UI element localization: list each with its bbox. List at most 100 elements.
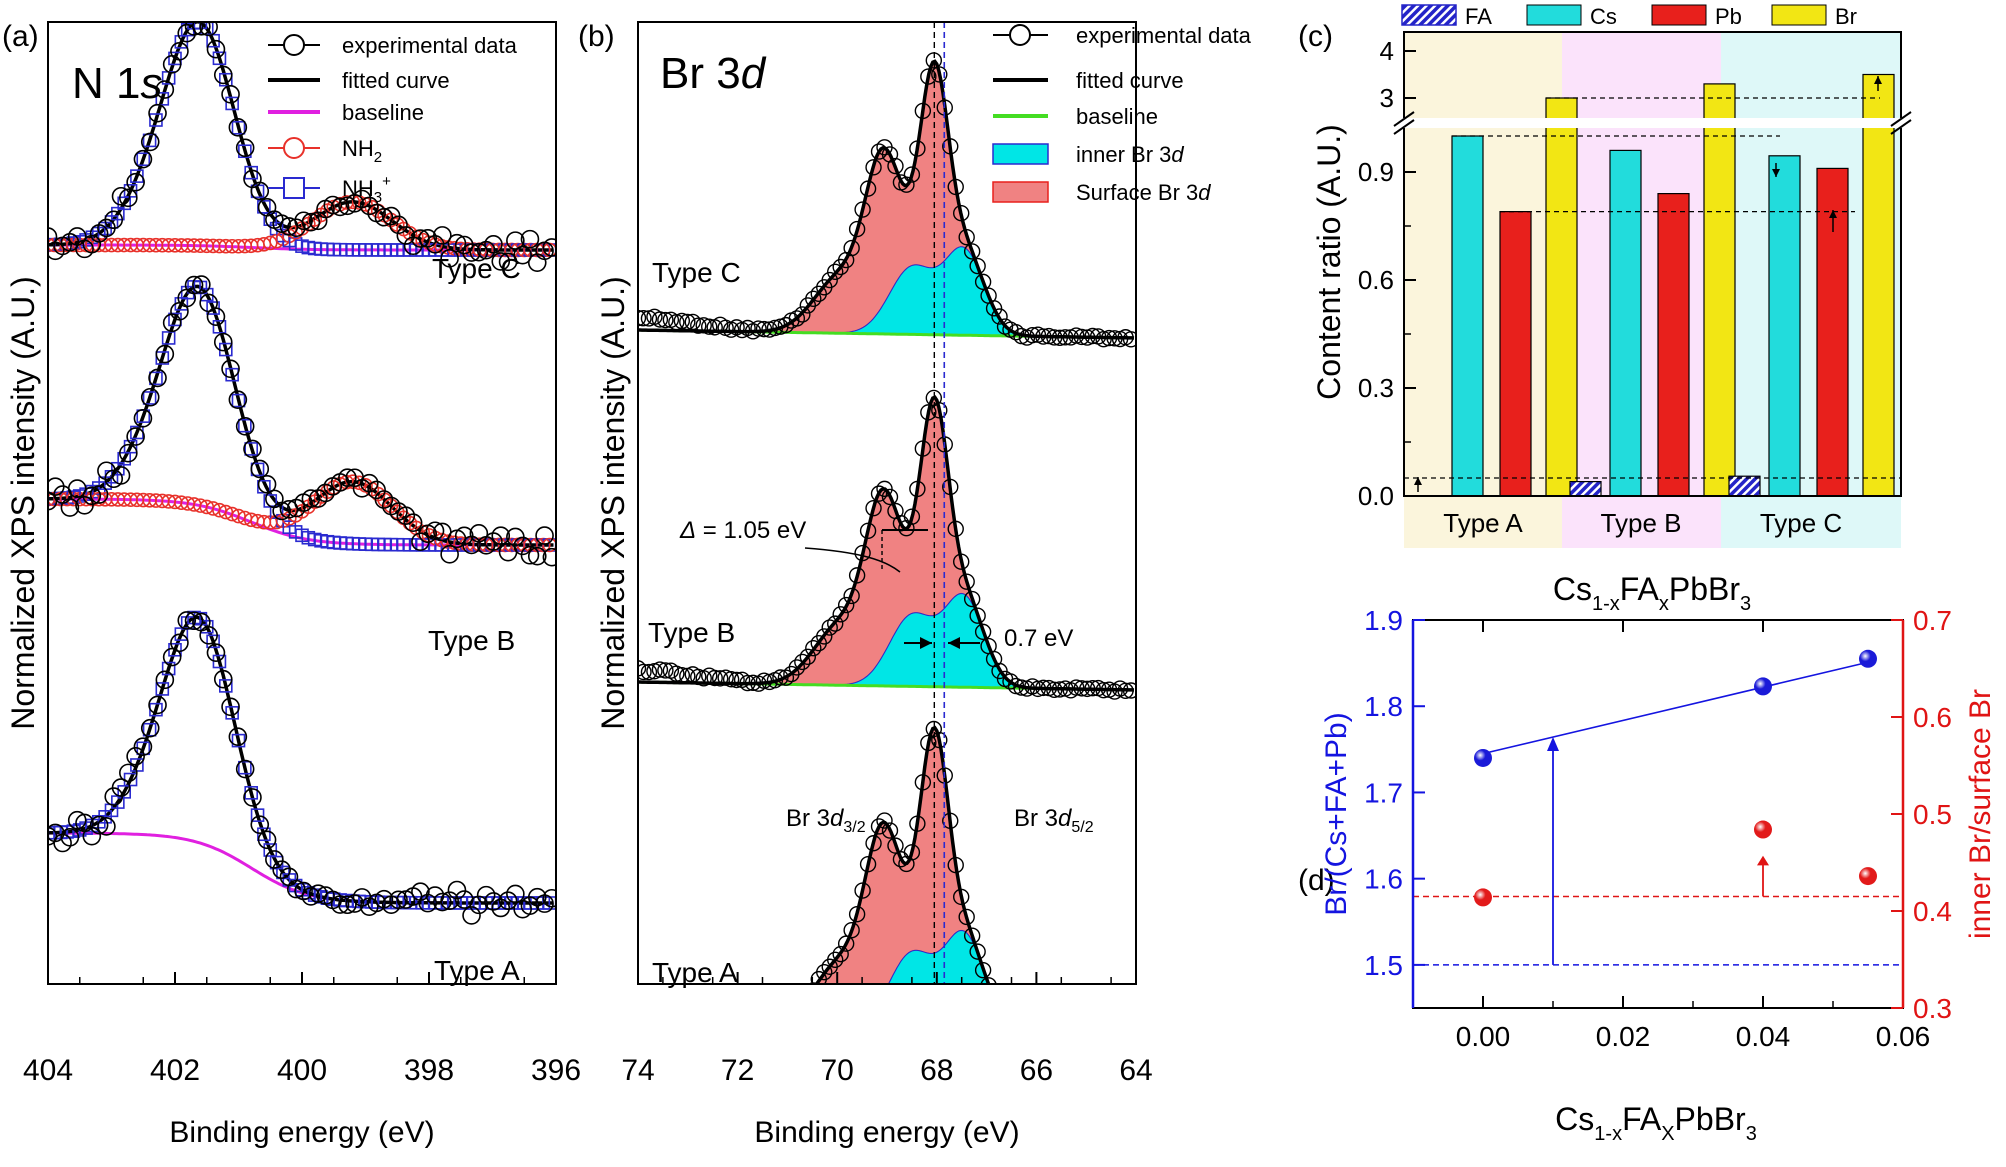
panel-b-exp-marker [881,822,899,839]
panel-c-bar-br-1 [1545,97,1578,497]
panel-a-exp-marker [213,65,233,85]
panel-b-exp-marker [728,671,745,689]
panel-d-xtick-label: 0.04 [1736,1021,1791,1052]
panel-a-nh3-marker [219,679,233,693]
legend-c-br-swatch [1771,4,1827,26]
panel-d-marks [1413,649,1903,966]
panel-a-exp-marker [199,22,218,37]
panel-b-exp-marker [651,311,669,328]
panel-a-nh3-marker [149,371,163,386]
panel-d-ytick-right-label: 0.3 [1913,993,1952,1024]
panel-b-exp-marker [1118,1023,1133,1038]
panel-a-exp-marker [440,545,459,564]
panel-c-ytick-label: 0.9 [1358,157,1394,187]
panel-a-title-text: N 1s [72,59,162,108]
panel-a-nh3-marker [257,827,271,842]
panel-b-xtick-label: 70 [821,1054,854,1087]
panel-b-xtick-label: 74 [621,1054,654,1087]
panel-a-exp-marker [104,210,124,230]
panel-a-exp-marker [170,633,189,653]
panel-b-exp-marker [805,639,822,657]
panel-b-exp-marker [914,102,932,120]
panel-b-exp-marker [735,1014,750,1029]
panel-b-exp-marker [909,140,926,157]
panel-b-exp-marker [987,989,1002,1004]
panel-a-exp-marker [206,643,226,662]
panel-a-exp-marker [228,727,248,747]
panel-a-exp-marker [396,506,416,526]
panel-b-exp-marker [1035,328,1052,345]
panel-a-nh3-marker [161,331,176,345]
panel-a-exp-marker [184,611,204,631]
panel-b-exp-marker [969,943,986,960]
panel-b: (b) Br 3d 74 72 70 68 66 64 Binding energy (e… [578,20,1252,1149]
panel-b-exp-marker [843,587,860,605]
panel-b-br52-label: Br 3d5/2 [1014,805,1094,836]
panel-a-nh3-marker [238,760,252,775]
panel-b-exp-marker [640,663,658,681]
panel-c-bar-br-3 [1862,73,1895,497]
panel-a-exp-marker [316,483,335,503]
panel-b-exp-marker [668,314,685,331]
panel-a-exp-marker [221,697,240,717]
panel-b-exp-marker [695,317,712,334]
panel-c-cat-type-c: Type C [1760,508,1842,538]
panel-a-exp-marker [294,211,313,231]
panel-a-exp-marker [542,238,556,257]
panel-b-exp-marker [702,1012,717,1027]
panel-b-exp-marker [722,671,740,688]
panel-a-exp-marker [462,243,481,262]
panel-a-fit-C [48,22,554,252]
panel-b-exp-marker [854,882,871,899]
panel-a-exp-marker [440,891,459,910]
panel-d-ytick-left-label: 1.6 [1364,864,1403,895]
panel-c-bar-cs-3 [1768,155,1801,497]
panel-b-exp-marker [969,607,986,624]
panel-b-exp-marker [903,166,921,183]
panel-a-nh2-marker [351,475,367,491]
panel-b-surface-area-C [638,60,1135,339]
panel-a-exp-marker [491,898,511,918]
panel-b-exp-marker [827,951,844,969]
panel-b-exp-marker [724,1014,739,1029]
panel-a-exp-marker [330,895,350,914]
legend-a-nh2-marker [283,137,305,159]
panel-b-exp-marker [881,488,899,506]
panel-a-nh3-marker [212,51,227,66]
panel-a-exp-marker [476,885,496,905]
panel-d-xtick-label: 0.02 [1596,1021,1651,1052]
panel-a-exp-marker [367,480,386,500]
panel-b-exp-marker [903,844,921,861]
panel-b-exp-marker [1084,680,1101,697]
panel-b-exp-marker [1107,1024,1122,1039]
panel-b-exp-marker [1124,1023,1139,1038]
panel-b-inner-area-A [887,929,990,984]
panel-a-exp-marker [250,181,270,201]
panel-a-exp-marker [542,888,556,908]
panel-c-break-left [1393,111,1415,135]
panel-c-ytick-label: 4 [1380,36,1394,66]
legend-a-nh2-label: NH2 [342,136,382,166]
panel-b-exp-marker [1051,329,1069,347]
panel-a-nh3-marker [238,144,252,159]
panel-b-exp-marker [963,927,981,944]
panel-d: (d) 0.00 0.02 0.04 0.061.51.61.71.81.90.30.… [1298,605,1997,1145]
panel-b-exp-marker [854,544,871,562]
panel-b-exp-marker [788,659,806,676]
panel-a-exp-marker [418,228,438,248]
panel-a-exp-marker [469,895,489,915]
panel-b-exp-marker [1057,329,1074,346]
panel-c-cat-type-b: Type B [1601,508,1682,538]
panel-b-trace-label-c: Type C [652,257,741,288]
panel-b-exp-marker [1113,1021,1128,1036]
panel-b-exp-marker [1058,1020,1073,1035]
panel-a-exp-marker [462,906,481,925]
panel-d-label: (d) [1298,864,1335,897]
panel-b-exp-marker [1024,326,1041,344]
panel-b-exp-marker [794,306,811,323]
panel-c-bar-pb-3 [1816,167,1849,497]
panel-b-exp-marker [859,180,877,197]
panel-b-xtick-label: 68 [920,1054,953,1087]
panel-c-bar-cs-1 [1451,135,1484,497]
panel-b-title: Br 3d [660,49,767,98]
